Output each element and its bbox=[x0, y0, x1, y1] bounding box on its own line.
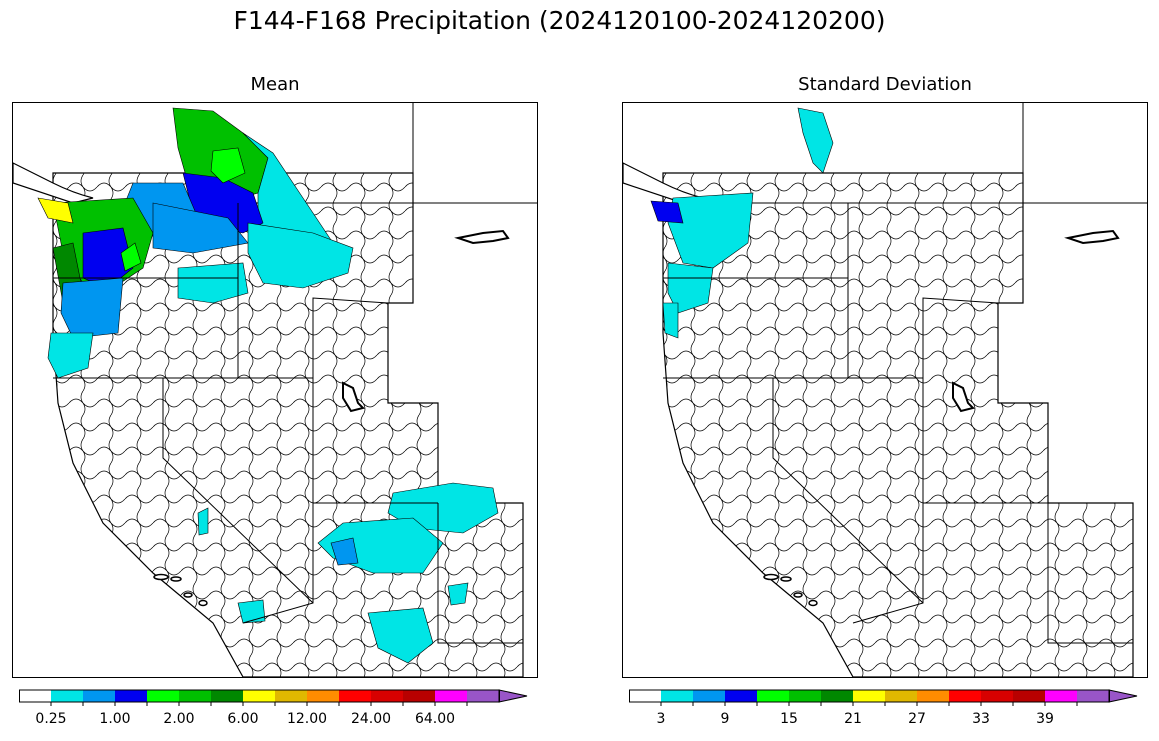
colorbar-tick-label: 64.00 bbox=[414, 711, 456, 727]
colorbar-segment bbox=[981, 690, 1013, 702]
std-panel-title: Standard Deviation bbox=[798, 74, 972, 95]
colorbar-segment bbox=[853, 690, 885, 702]
colorbar-tick-label: 3 bbox=[656, 711, 666, 727]
colorbar-tick-label: 12.00 bbox=[286, 711, 328, 727]
colorbar-segment bbox=[661, 690, 693, 702]
colorbar-segment bbox=[789, 690, 821, 702]
colorbar-segment bbox=[1045, 690, 1077, 702]
colorbar-tick-label: 27 bbox=[908, 711, 926, 727]
colorbar-extend-arrow bbox=[498, 689, 528, 703]
colorbar-segment bbox=[693, 690, 725, 702]
colorbar-segment bbox=[885, 690, 917, 702]
mean-state-borders bbox=[53, 203, 523, 644]
colorbar-tick-label: 24.00 bbox=[350, 711, 392, 727]
std-state-borders bbox=[663, 203, 1133, 644]
colorbar-segment bbox=[1013, 690, 1045, 702]
colorbar-extend-arrow bbox=[1108, 689, 1138, 703]
std-colorbar bbox=[629, 689, 1138, 706]
colorbar-segment bbox=[83, 690, 115, 702]
colorbar-segment bbox=[339, 690, 371, 702]
colorbar-segment bbox=[467, 690, 499, 702]
colorbar-tick-label: 39 bbox=[1036, 711, 1054, 727]
colorbar-tick-label: 15 bbox=[780, 711, 798, 727]
colorbar-segment bbox=[949, 690, 981, 702]
mean-map-canvas bbox=[13, 103, 537, 677]
std-land bbox=[662, 172, 1134, 677]
colorbar-segment bbox=[403, 690, 435, 702]
colorbar-segment bbox=[179, 690, 211, 702]
colorbar-tick-label: 21 bbox=[844, 711, 862, 727]
colorbar-outline bbox=[629, 689, 1110, 703]
colorbar-segment bbox=[147, 690, 179, 702]
colorbar-segment bbox=[275, 690, 307, 702]
colorbar-tick-label: 0.25 bbox=[35, 711, 67, 727]
mean-map bbox=[12, 102, 538, 678]
colorbar-segment bbox=[435, 690, 467, 702]
colorbar-segment bbox=[211, 690, 243, 702]
colorbar-outline bbox=[19, 689, 500, 703]
colorbar-segment bbox=[115, 690, 147, 702]
colorbar-segment bbox=[371, 690, 403, 702]
mean-colorbar bbox=[19, 689, 528, 706]
colorbar-segment bbox=[821, 690, 853, 702]
colorbar-segment bbox=[757, 690, 789, 702]
colorbar-tick-label: 1.00 bbox=[99, 711, 131, 727]
std-map-canvas bbox=[623, 103, 1147, 677]
mean-panel-title: Mean bbox=[250, 74, 300, 95]
std-map bbox=[622, 102, 1148, 678]
colorbar-segment bbox=[725, 690, 757, 702]
colorbar-tick-label: 9 bbox=[720, 711, 730, 727]
colorbar-segment bbox=[19, 690, 51, 702]
colorbar-segment bbox=[917, 690, 949, 702]
figure-title: F144-F168 Precipitation (2024120100-2024… bbox=[233, 6, 886, 35]
colorbar-tick-label: 2.00 bbox=[163, 711, 195, 727]
colorbar-segment bbox=[1077, 690, 1109, 702]
colorbar-segment bbox=[243, 690, 275, 702]
colorbar-tick-label: 33 bbox=[972, 711, 990, 727]
colorbar-segment bbox=[629, 690, 661, 702]
colorbar-segment bbox=[307, 690, 339, 702]
colorbar-tick-label: 6.00 bbox=[227, 711, 259, 727]
colorbar-segment bbox=[51, 690, 83, 702]
